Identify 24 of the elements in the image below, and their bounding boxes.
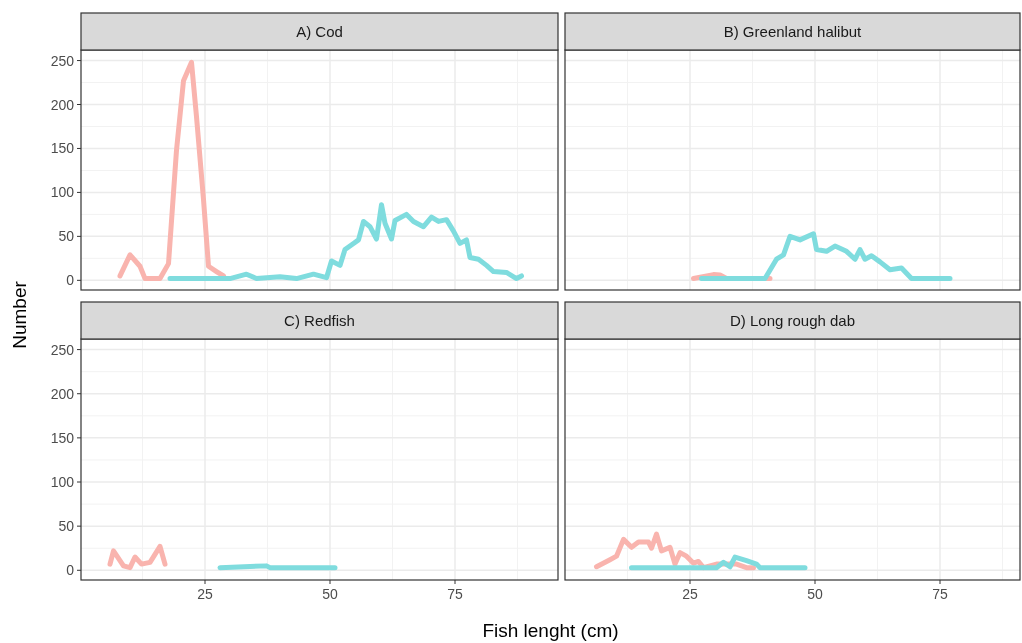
x-tick-label: 50 [807,586,823,602]
y-tick-label: 150 [50,429,75,446]
y-tick-label: 100 [50,184,75,201]
y-axis-title: Number [9,280,30,349]
y-tick-label: 200 [50,385,75,402]
x-tick-label: 50 [322,586,338,602]
x-axis-title: Fish lenght (cm) [482,620,619,641]
y-tick-label: 50 [58,228,75,245]
x-tick-label: 75 [932,586,948,602]
y-tick-label: 50 [58,518,75,535]
chart-title: B) Greenland halibut [723,23,863,40]
y-tick-label: 200 [50,96,75,113]
x-tick-label: 25 [682,586,698,602]
chart-title: A) Cod [296,23,343,40]
y-tick-label: 150 [50,140,75,157]
chart-title: C) Redfish [284,312,355,329]
chart-title: D) Long rough dab [729,312,856,329]
y-tick-label: 0 [66,562,75,579]
y-tick-label: 250 [50,52,75,69]
y-tick-label: 250 [50,341,75,358]
y-tick-label: 0 [66,272,75,289]
x-tick-label: 25 [197,586,213,602]
y-tick-label: 100 [50,474,75,491]
x-tick-label: 75 [447,586,463,602]
